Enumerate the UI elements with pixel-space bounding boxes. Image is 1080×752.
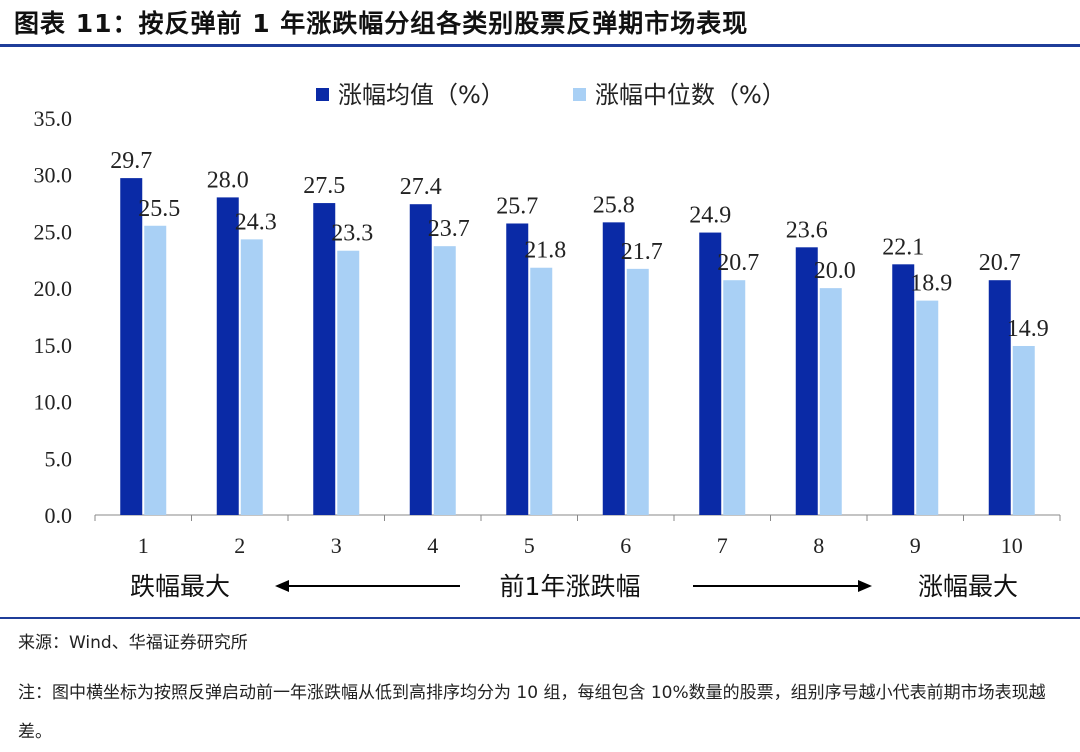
x-tick-label: 7	[717, 533, 728, 558]
data-label-series2-4: 23.7	[428, 216, 470, 242]
data-label-series2-3: 23.3	[331, 221, 373, 247]
data-label-series2-1: 25.5	[138, 196, 180, 222]
footer-divider	[0, 617, 1080, 619]
data-label-series1-6: 25.8	[593, 192, 635, 218]
data-label-series2-6: 21.7	[621, 239, 663, 265]
x-tick-label: 8	[813, 533, 824, 558]
bar-series2-4	[433, 246, 456, 515]
data-label-series1-2: 28.0	[207, 167, 249, 193]
source-text: 来源：Wind、华福证券研究所	[18, 633, 248, 653]
x-tick-label: 3	[331, 533, 342, 558]
x-tick-label: 1	[138, 533, 149, 558]
bar-series2-6	[626, 268, 649, 515]
bar-series1-6	[602, 222, 625, 515]
annotation-center-label: 前1年涨跌幅	[500, 572, 641, 601]
y-tick-label: 20.0	[34, 276, 73, 301]
y-tick-label: 30.0	[34, 163, 73, 188]
y-tick-label: 35.0	[34, 106, 73, 131]
data-label-series2-9: 18.9	[910, 271, 952, 297]
x-tick-label: 5	[524, 533, 535, 558]
data-label-series2-7: 20.7	[717, 250, 759, 276]
note-text: 注：图中横坐标为按照反弹启动前一年涨跌幅从低到高排序均分为 10 组，每组包含 …	[18, 683, 1046, 742]
data-label-series1-7: 24.9	[689, 203, 731, 229]
x-tick-label: 10	[1001, 533, 1023, 558]
legend-label-2: 涨幅中位数（%）	[595, 81, 786, 109]
x-annotation: 跌幅最大 前1年涨跌幅 涨幅最大	[130, 572, 1018, 601]
bar-series1-5	[506, 223, 529, 515]
bar-series1-4	[409, 204, 432, 515]
bar-series2-8	[819, 288, 842, 515]
bar-series2-9	[916, 300, 939, 515]
chart-axes: 0.0 5.0 10.0 15.0 20.0 25.0 30.0 35.0 1 2 3 4 5 6 7 8 9 1…	[34, 106, 1061, 558]
right-arrow-head	[858, 580, 872, 592]
data-label-series1-4: 27.4	[400, 174, 442, 200]
x-tick-label: 6	[620, 533, 631, 558]
bar-series2-5	[530, 267, 553, 515]
y-tick-label: 10.0	[34, 390, 73, 415]
legend-label-1: 涨幅均值（%）	[338, 81, 505, 109]
legend-swatch-2	[573, 88, 586, 101]
bar-series1-10	[988, 280, 1011, 515]
bar-chart: 涨幅均值（%） 涨幅中位数（%） 0.0 5.0 10.0 15.0 20.0 25.0 30…	[34, 81, 1061, 601]
data-label-series1-10: 20.7	[979, 250, 1021, 276]
x-tick-label: 9	[910, 533, 921, 558]
data-label-series1-8: 23.6	[786, 217, 828, 243]
data-label-series1-1: 29.7	[110, 148, 152, 174]
y-tick-label: 25.0	[34, 219, 73, 244]
y-tick-label: 0.0	[45, 503, 73, 528]
annotation-left-label: 跌幅最大	[130, 572, 230, 601]
bar-series1-3	[313, 203, 336, 516]
data-label-series1-9: 22.1	[882, 234, 924, 260]
title-divider	[0, 44, 1080, 47]
data-label-series1-3: 27.5	[303, 173, 345, 199]
data-label-series1-5: 25.7	[496, 193, 538, 219]
x-tick-label: 4	[427, 533, 438, 558]
chart-legend: 涨幅均值（%） 涨幅中位数（%）	[316, 81, 786, 109]
left-arrow-head	[275, 580, 289, 592]
bar-series2-10	[1012, 345, 1035, 515]
bar-series1-7	[699, 232, 722, 515]
bar-series1-8	[795, 247, 818, 515]
y-tick-label: 5.0	[45, 446, 73, 471]
y-tick-label: 15.0	[34, 333, 73, 358]
bar-series2-3	[337, 250, 360, 515]
data-label-series2-2: 24.3	[235, 209, 277, 235]
data-label-series2-8: 20.0	[814, 258, 856, 284]
data-label-series2-10: 14.9	[1007, 316, 1049, 342]
bar-series2-7	[723, 280, 746, 515]
legend-swatch-1	[316, 88, 329, 101]
bar-series2-2	[240, 239, 263, 515]
bar-series1-9	[892, 264, 915, 515]
data-label-series2-5: 21.8	[524, 238, 566, 264]
bar-series1-1	[120, 178, 143, 516]
bar-series2-1	[144, 225, 167, 515]
x-tick-label: 2	[234, 533, 245, 558]
figure-title: 图表 11：按反弹前 1 年涨跌幅分组各类别股票反弹期市场表现	[14, 9, 749, 38]
bar-series1-2	[216, 197, 239, 515]
annotation-right-label: 涨幅最大	[918, 572, 1018, 601]
chart-bars: 29.7 25.5 28.0 24.3 27.5 23.3 27.4 23.7 25.7 21.8…	[110, 148, 1049, 516]
